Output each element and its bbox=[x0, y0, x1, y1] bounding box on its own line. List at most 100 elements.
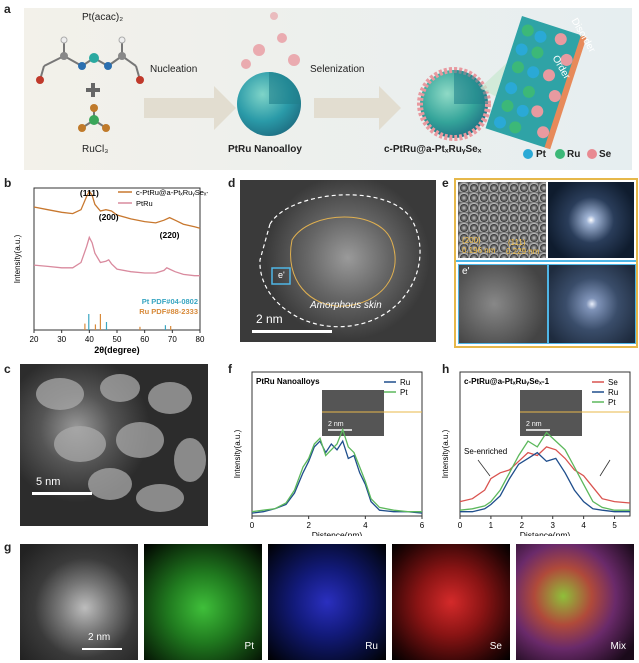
divider bbox=[456, 260, 636, 262]
region-e-prime: e' bbox=[278, 270, 285, 280]
stem-image-c: 5 nm bbox=[20, 364, 208, 526]
amorphous-skin-label: Amorphous skin bbox=[310, 300, 382, 311]
scale-label-c: 5 nm bbox=[36, 476, 61, 488]
x-tick-label: 40 bbox=[85, 335, 94, 344]
x-tick-label: 5 bbox=[612, 521, 617, 530]
panel-label-a: a bbox=[4, 2, 11, 16]
x-tick-label: 1 bbox=[489, 521, 494, 530]
reference-label-0: Pt PDF#04-0802 bbox=[142, 297, 198, 306]
amorphous-image bbox=[458, 264, 548, 344]
annotation-arrow-left bbox=[477, 459, 491, 477]
inset-e-prime: e' bbox=[462, 266, 470, 277]
panel-label-g: g bbox=[4, 540, 12, 554]
eds-map-se: Se bbox=[392, 544, 510, 660]
legend-label-1: Pt bbox=[400, 388, 408, 397]
panel-label-h: h bbox=[442, 362, 450, 376]
x-tick-label: 70 bbox=[168, 335, 177, 344]
series-line-1 bbox=[251, 427, 422, 513]
series-line-1 bbox=[460, 451, 630, 513]
x-tick-label: 50 bbox=[113, 335, 122, 344]
line-scan-f: 0 2 4 6 Distence(nm) Intensity(a.u.) PtRu Nano… bbox=[233, 371, 425, 536]
x-axis-label: 2θ(degree) bbox=[94, 345, 139, 355]
inset-image bbox=[322, 390, 384, 436]
scale-bar bbox=[32, 492, 92, 495]
peak-label: (220) bbox=[160, 230, 180, 240]
d-spacing-200: 0.196 nm bbox=[462, 246, 496, 255]
x-tick-label: 3 bbox=[551, 521, 556, 530]
legend-label-1: Ru bbox=[608, 388, 618, 397]
hrstem-image-d: e' Amorphous skin 2 nm bbox=[240, 180, 436, 342]
plane-200: (200) bbox=[462, 236, 481, 245]
selenization-label: Selenization bbox=[310, 64, 365, 75]
fft-image-1 bbox=[548, 182, 634, 258]
panel-label-f: f bbox=[228, 362, 232, 376]
map-label-pt: Pt bbox=[244, 641, 254, 652]
scale-label-d: 2 nm bbox=[256, 312, 283, 326]
map-label-se: Se bbox=[489, 641, 502, 652]
x-tick-label: 30 bbox=[57, 335, 66, 344]
y-axis-label: Intensity(a.u.) bbox=[13, 234, 22, 283]
x-tick-label: 60 bbox=[140, 335, 149, 344]
chart-title: PtRu Nanoalloys bbox=[256, 377, 320, 386]
nanoalloy-label: PtRu Nanoalloy bbox=[228, 144, 302, 155]
series-line-0 bbox=[459, 446, 631, 504]
x-tick-label: 2 bbox=[306, 521, 311, 530]
core-shell-label: c-PtRu@a-PtₓRuᵧSeₓ bbox=[384, 144, 482, 155]
panel-label-e: e bbox=[442, 176, 449, 190]
legend-label-1: PtRu bbox=[136, 199, 153, 208]
legend-label-2: Pt bbox=[608, 398, 616, 407]
lattice-image bbox=[458, 182, 546, 258]
line-scan-h: 0 1 2 3 4 5 Distance(nm) Intensity(a.u.) c-PtRu@… bbox=[441, 371, 631, 536]
scale-bar bbox=[82, 648, 122, 650]
scale-bar bbox=[252, 330, 332, 333]
ru-precursor-label: RuCl₃ bbox=[82, 144, 109, 155]
fft-image-2 bbox=[548, 264, 636, 344]
x-axis-label: Distance(nm) bbox=[520, 530, 571, 536]
eds-map-mix: Mix bbox=[516, 544, 634, 660]
legend-label-0: Se bbox=[608, 378, 618, 387]
panel-e-container: (200) 0.196 nm (111) 0.229 nm e' bbox=[454, 178, 638, 348]
x-tick-label: 4 bbox=[363, 521, 368, 530]
x-tick-label: 20 bbox=[30, 335, 39, 344]
x-tick-label: 2 bbox=[520, 521, 525, 530]
x-axis-label: Distence(nm) bbox=[312, 530, 363, 536]
x-tick-label: 4 bbox=[581, 521, 586, 530]
eds-haadf: 2 nm bbox=[20, 544, 138, 660]
inset-scale-label: 2 nm bbox=[526, 421, 542, 428]
legend-label-0: c-PtRu@a-PtₓRuᵧSeₓ-1 bbox=[136, 188, 208, 197]
panel-label-b: b bbox=[4, 176, 12, 190]
plot-frame bbox=[251, 371, 423, 517]
panel-a-scheme bbox=[24, 8, 632, 170]
peak-label: (111) bbox=[80, 188, 99, 198]
panel-label-c: c bbox=[4, 362, 11, 376]
legend-pt: Pt bbox=[536, 149, 546, 160]
x-tick-label: 0 bbox=[458, 521, 463, 530]
y-axis-label: Intensity(a.u.) bbox=[441, 429, 450, 478]
panel-label-d: d bbox=[228, 176, 236, 190]
legend-label-0: Ru bbox=[400, 378, 410, 387]
annotation-label: Se-enriched bbox=[464, 447, 507, 456]
legend-ru: Ru bbox=[567, 149, 581, 160]
d-spacing-111: 0.229 nm bbox=[506, 247, 540, 256]
reference-label-1: Ru PDF#88-2333 bbox=[139, 307, 198, 316]
eds-map-ru: Ru bbox=[268, 544, 386, 660]
map-label-ru: Ru bbox=[365, 641, 378, 652]
inset-image bbox=[520, 390, 582, 436]
plot-frame bbox=[459, 371, 631, 517]
chart-title: c-PtRu@a-PtₓRuᵧSeₓ-1 bbox=[464, 377, 550, 386]
scale-label-g: 2 nm bbox=[88, 632, 111, 643]
x-tick-label: 0 bbox=[250, 521, 255, 530]
series-line-0 bbox=[33, 189, 201, 229]
series-line-2 bbox=[459, 431, 630, 511]
nucleation-label: Nucleation bbox=[150, 64, 198, 75]
y-axis-label: Intensity(a.u.) bbox=[233, 429, 242, 478]
pt-precursor-label: Pt(acac)₂ bbox=[82, 12, 124, 23]
plane-111: (111) bbox=[508, 238, 526, 247]
series-line-1 bbox=[33, 235, 200, 277]
x-tick-label: 80 bbox=[196, 335, 205, 344]
inset-scale-label: 2 nm bbox=[328, 421, 344, 428]
peak-label: (200) bbox=[99, 212, 119, 222]
eds-map-pt: Pt bbox=[144, 544, 262, 660]
series-line-0 bbox=[251, 439, 423, 514]
x-tick-label: 6 bbox=[420, 521, 425, 530]
